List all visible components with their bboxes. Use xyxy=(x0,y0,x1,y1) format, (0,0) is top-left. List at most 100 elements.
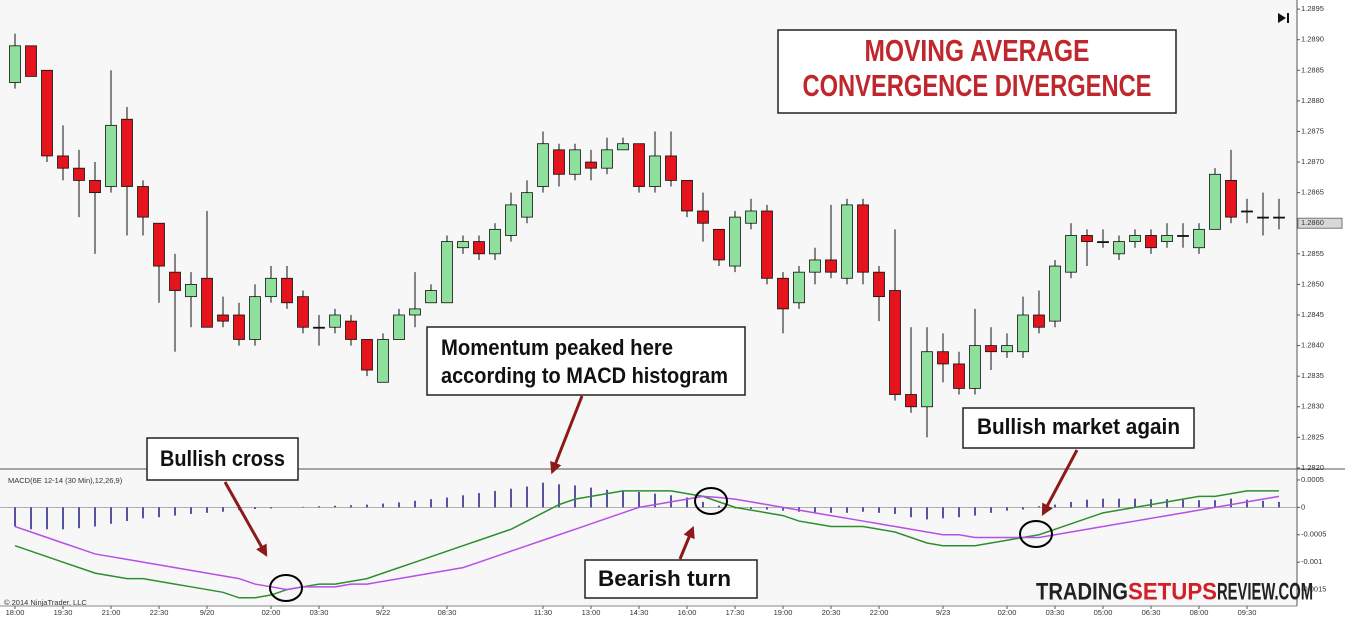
annotation: according to MACD histogram xyxy=(441,363,728,388)
y-tick-label: 1.2885 xyxy=(1301,65,1324,74)
y-tick-label: 1.2830 xyxy=(1301,402,1324,411)
candle-body xyxy=(1065,235,1077,273)
candle-body xyxy=(889,290,901,395)
y-tick-label: 1.2880 xyxy=(1301,96,1324,105)
y-tick-label: 1.2870 xyxy=(1301,157,1324,166)
candle-body xyxy=(313,326,325,329)
candle-body xyxy=(825,259,837,273)
candle-body xyxy=(873,271,885,298)
x-tick-label: 19:00 xyxy=(774,608,793,617)
x-tick-label: 02:00 xyxy=(262,608,281,617)
candle-body xyxy=(665,155,677,181)
candle-body xyxy=(601,149,613,169)
watermark: TRADING xyxy=(1036,578,1128,605)
y-tick-label: 1.2855 xyxy=(1301,249,1324,258)
watermark: SETUPS xyxy=(1128,578,1217,605)
y-tick-label: -0.0005 xyxy=(1301,530,1326,539)
y-tick-label: 0 xyxy=(1301,502,1305,511)
annotation: Bearish turn xyxy=(598,566,731,591)
candle-body xyxy=(1209,173,1221,230)
candle-body xyxy=(1161,235,1173,242)
x-tick-label: 16:00 xyxy=(678,608,697,617)
candle-body xyxy=(457,241,469,249)
candle-body xyxy=(1257,216,1269,219)
x-tick-label: 20:30 xyxy=(822,608,841,617)
highlight-circle xyxy=(1019,520,1053,548)
watermark: REVIEW.COM xyxy=(1217,578,1313,605)
macd-line xyxy=(14,490,1279,599)
candle-body xyxy=(441,241,453,304)
y-tick-label: 1.2845 xyxy=(1301,310,1324,319)
last-price-label: 1.2860 xyxy=(1301,218,1324,227)
candle-body xyxy=(921,351,933,408)
candle-body xyxy=(281,277,293,304)
y-tick-label: 1.2820 xyxy=(1301,463,1324,472)
y-tick-label: 1.2835 xyxy=(1301,371,1324,380)
x-tick-label: 21:00 xyxy=(102,608,121,617)
candle-body xyxy=(1049,265,1061,322)
candle-body xyxy=(537,143,549,187)
candle-body xyxy=(633,143,645,187)
title-box xyxy=(777,29,1177,114)
candle-body xyxy=(121,118,133,187)
marks: 1.2820 1.2825 1.2830 1.2835 1.2840 1.2845 1.28… xyxy=(0,4,1343,617)
annotation-box xyxy=(584,559,758,599)
y-tick-label: 0.0005 xyxy=(1301,475,1324,484)
macd-line xyxy=(14,495,1280,591)
candle-body xyxy=(953,363,965,389)
candle-body xyxy=(937,351,949,365)
candle-body xyxy=(841,204,853,279)
candle-body xyxy=(1225,180,1237,218)
candle-body xyxy=(233,314,245,340)
candle-body xyxy=(1033,314,1045,328)
x-tick-label: 05:00 xyxy=(1094,608,1113,617)
candle-body xyxy=(25,45,37,77)
candle-body xyxy=(9,45,21,83)
x-tick-label: 11:30 xyxy=(534,608,552,617)
x-tick-label: 9/23 xyxy=(936,608,951,617)
candle-body xyxy=(777,277,789,310)
candle-body xyxy=(249,296,261,340)
macd-label: MACD(6E 12-14 (30 Min),12,26,9) xyxy=(8,476,123,485)
candle-body xyxy=(729,216,741,267)
candle-body xyxy=(73,167,85,181)
highlight-circle xyxy=(694,487,728,515)
candle-body xyxy=(329,314,341,328)
y-tick-label: 1.2895 xyxy=(1301,4,1324,13)
candle-body xyxy=(713,228,725,261)
arrow xyxy=(678,525,695,560)
y-tick-label: 1.2825 xyxy=(1301,432,1324,441)
x-tick-label: 02:00 xyxy=(998,608,1017,617)
candle-body xyxy=(153,222,165,267)
candle-body xyxy=(1097,241,1109,243)
candle-body xyxy=(569,149,581,175)
candle-body xyxy=(1241,210,1253,213)
end-button[interactable] xyxy=(1278,13,1289,23)
y-tick-label: 1.2840 xyxy=(1301,341,1324,350)
x-tick-label: 03:30 xyxy=(310,608,329,617)
copyright: © 2014 NinjaTrader, LLC xyxy=(4,598,87,607)
annotation: Bullish cross xyxy=(160,446,285,471)
candle-body xyxy=(857,204,869,273)
candle-body xyxy=(521,192,533,218)
candle-body xyxy=(1081,235,1093,242)
x-tick-label: 13:00 xyxy=(582,608,601,617)
candle-body xyxy=(137,186,149,218)
highlight-circle xyxy=(269,574,303,602)
candle-body xyxy=(1177,235,1189,237)
arrow xyxy=(223,481,268,557)
y-tick-label: 1.2875 xyxy=(1301,126,1324,135)
last-price-box xyxy=(1297,217,1343,229)
x-tick-label: 08:30 xyxy=(438,608,457,617)
candle-body xyxy=(1145,235,1157,249)
x-tick-label: 9/22 xyxy=(376,608,391,617)
candle-body xyxy=(265,277,277,298)
chart-title: CONVERGENCE DIVERGENCE xyxy=(803,68,1152,103)
x-tick-label: 18:00 xyxy=(6,608,25,617)
candle-body xyxy=(105,124,117,187)
candle-body xyxy=(89,180,101,194)
y-tick-label: 1.2890 xyxy=(1301,35,1324,44)
annotation-box xyxy=(962,407,1195,449)
annotation-box xyxy=(146,437,299,481)
candle-body xyxy=(1193,228,1205,249)
